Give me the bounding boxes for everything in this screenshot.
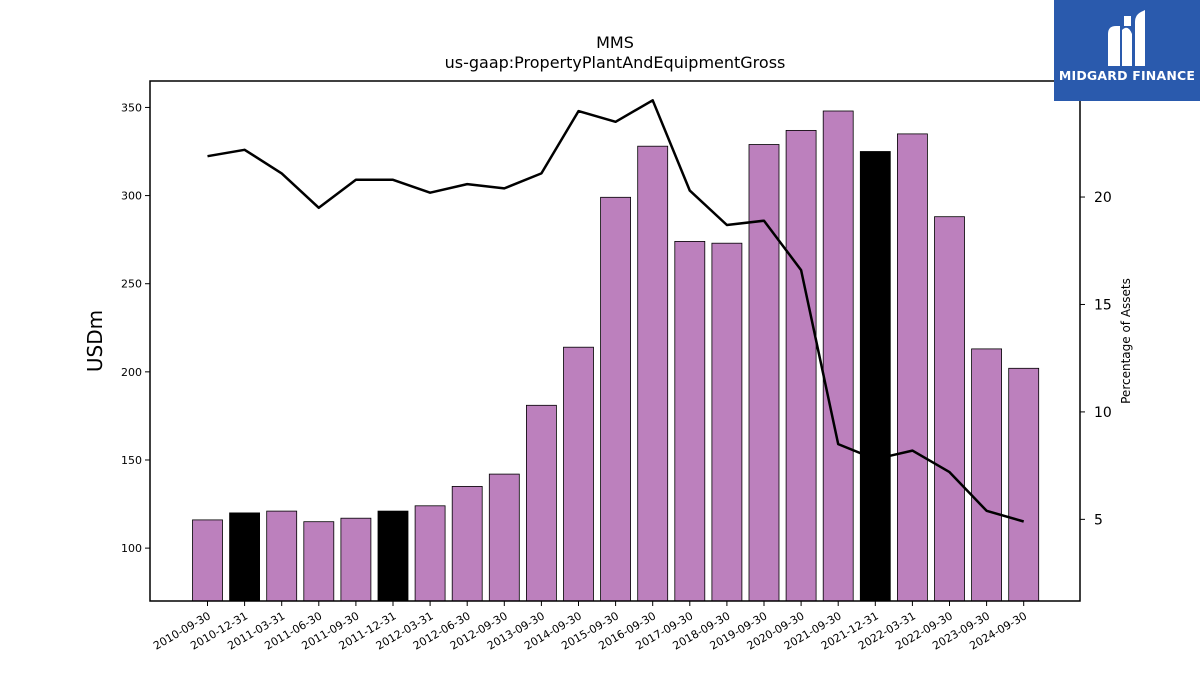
bar <box>563 346 594 602</box>
bar <box>934 216 965 602</box>
chart-title: MMS <box>596 33 634 52</box>
bar <box>822 110 854 602</box>
bar <box>526 404 557 602</box>
plot-frame <box>149 80 1081 602</box>
y-tick-label: 250 <box>121 278 142 291</box>
bar <box>748 144 780 602</box>
y2-axis-label: Percentage of Assets <box>1119 278 1133 404</box>
bar <box>266 510 298 602</box>
bar <box>488 473 520 602</box>
chart-subtitle: us-gaap:PropertyPlantAndEquipmentGross <box>445 53 786 72</box>
bar <box>859 151 891 602</box>
y-tick-label: 100 <box>121 542 142 555</box>
bar-series <box>192 110 1040 602</box>
bar <box>192 519 223 602</box>
y-tick-label: 200 <box>121 366 142 379</box>
bar <box>971 348 1002 602</box>
y-tick-label: 350 <box>121 101 142 114</box>
midgard-logo: MIDGARD FINANCE <box>1054 0 1200 101</box>
logo-text: MIDGARD FINANCE <box>1058 68 1196 83</box>
y2-tick-label: 15 <box>1094 297 1112 313</box>
midgard-logo-icon <box>1108 10 1145 66</box>
bar <box>674 240 706 602</box>
bar <box>600 196 631 602</box>
bar <box>414 505 446 602</box>
bar <box>1008 367 1040 602</box>
y-tick-label: 300 <box>121 190 142 203</box>
bar <box>897 133 928 602</box>
y-tick-label: 150 <box>121 454 142 467</box>
y2-tick-label: 10 <box>1094 405 1112 421</box>
y2-tick-label: 20 <box>1094 190 1112 206</box>
bar <box>451 485 483 602</box>
bar <box>377 510 409 602</box>
bar <box>711 242 743 602</box>
bar <box>229 512 261 602</box>
bar <box>785 129 817 602</box>
y2-tick-label: 5 <box>1094 512 1103 528</box>
y-axis-label: USDm <box>83 310 107 372</box>
bar <box>340 517 372 602</box>
line-series <box>207 99 1025 523</box>
bar <box>637 145 669 602</box>
bar <box>303 521 335 602</box>
